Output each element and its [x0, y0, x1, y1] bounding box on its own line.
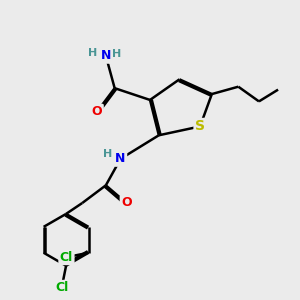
Text: H: H	[88, 48, 97, 58]
Text: O: O	[92, 105, 102, 118]
Text: N: N	[116, 152, 126, 165]
Text: H: H	[112, 49, 122, 59]
Text: N: N	[100, 49, 111, 62]
Text: H: H	[103, 149, 112, 159]
Text: Cl: Cl	[55, 281, 68, 294]
Text: S: S	[195, 119, 205, 134]
Text: Cl: Cl	[60, 251, 73, 264]
Text: O: O	[121, 196, 132, 209]
